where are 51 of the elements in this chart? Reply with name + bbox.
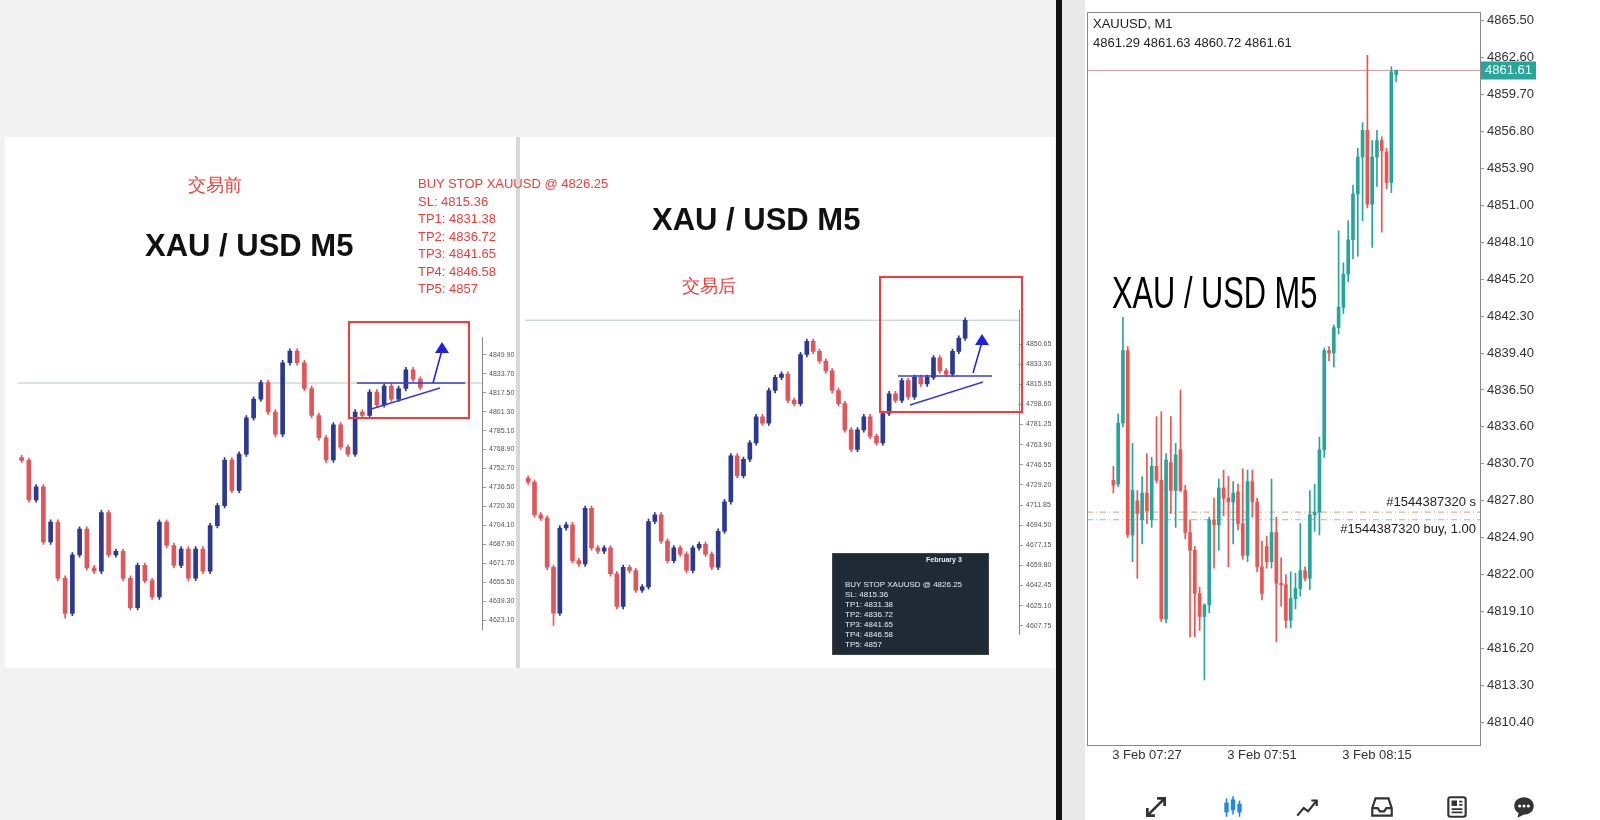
chart-subtitle: 交易后 xyxy=(682,275,736,298)
y-tick-label: 4810.40 xyxy=(1487,713,1534,729)
y-tick-label: 4848.10 xyxy=(1487,233,1534,249)
y-tick-label: 4845.20 xyxy=(1487,270,1534,286)
chart-title: XAUUSD, M1 xyxy=(1093,16,1173,31)
y-tick-label: 4833.60 xyxy=(1487,418,1534,434)
annotation: TP2: 4836.72 xyxy=(845,610,894,619)
y-tick-label: 4839.40 xyxy=(1487,344,1534,360)
y-tick-label: 4822.00 xyxy=(1487,566,1534,582)
chart-subtitle: 交易前 xyxy=(188,174,242,197)
candlestick xyxy=(1379,136,1384,233)
annotation: TP1: 4831.38 xyxy=(845,600,894,609)
x-tick-label: 3 Feb 07:27 xyxy=(1112,747,1182,763)
candlestick xyxy=(1145,453,1149,524)
text: TP4: 4846.58 xyxy=(418,263,497,279)
y-tick-label: 4853.90 xyxy=(1487,160,1534,176)
x-tick-label: 3 Feb 08:15 xyxy=(1342,747,1412,763)
text: TP5: 4857 xyxy=(845,640,882,649)
y-tick-label: 4856.80 xyxy=(1487,123,1534,139)
candlestick xyxy=(1135,490,1140,579)
text: TP5: 4857 xyxy=(418,281,478,296)
annotation: BUY STOP XAUUSD @ 4826.25 xyxy=(845,580,963,589)
text: SL: 4815.36 xyxy=(418,193,489,209)
ref-line-label: #1544387320 buy, 1.00 xyxy=(1340,521,1476,537)
annotation: SL: 4815.36 xyxy=(845,590,889,599)
y-tick-label: 4851.00 xyxy=(1487,197,1534,213)
y-tick-label: 4865.50 xyxy=(1487,12,1534,28)
y-tick-label: 4824.90 xyxy=(1487,529,1534,545)
text: 4861.29 4861.63 4860.72 4861.61 xyxy=(1093,35,1292,50)
y-tick-label: 4842.30 xyxy=(1487,307,1534,323)
y-tick-label: 4836.50 xyxy=(1487,381,1534,397)
annotation: TP4: 4846.58 xyxy=(845,630,894,639)
annotation: TP3: 4841.65 xyxy=(845,620,894,629)
x-tick-label: 3 Feb 07:51 xyxy=(1227,747,1297,763)
text: TP2: 4836.72 xyxy=(418,228,497,244)
text: TP1: 4831.38 xyxy=(418,211,497,226)
candlestick xyxy=(1212,497,1216,569)
ref-line-label: #1544387320 s xyxy=(1386,493,1477,509)
y-tick-label: 4813.30 xyxy=(1487,676,1534,692)
y-tick-label: 4827.80 xyxy=(1487,492,1534,508)
y-tick-label: 4816.20 xyxy=(1487,639,1534,655)
y-tick-label: 4830.70 xyxy=(1487,455,1534,471)
annotation: XAU / USD M5 xyxy=(1112,268,1318,318)
chart-title: XAU / USD M5 xyxy=(652,202,861,238)
candlestick xyxy=(1231,481,1236,545)
y-tick-label: 4819.10 xyxy=(1487,602,1534,618)
text: TP3: 4841.65 xyxy=(418,246,497,261)
y-tick-label: 4859.70 xyxy=(1487,86,1534,102)
text: BUY STOP XAUUSD @ 4826.25 xyxy=(418,176,609,191)
candlestick xyxy=(1327,346,1331,362)
chart-title: XAU / USD M5 xyxy=(145,228,354,264)
